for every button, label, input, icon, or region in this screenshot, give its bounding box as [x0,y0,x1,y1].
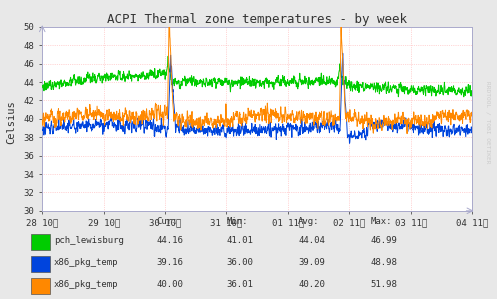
Text: 41.01: 41.01 [226,236,253,245]
Title: ACPI Thermal zone temperatures - by week: ACPI Thermal zone temperatures - by week [107,13,407,26]
Text: 51.98: 51.98 [370,280,397,289]
Bar [31,278,50,294]
Bar [31,256,50,272]
Text: pch_lewisburg: pch_lewisburg [54,236,124,245]
Text: x86_pkg_temp: x86_pkg_temp [54,258,118,267]
Text: Cur:: Cur: [157,217,178,226]
Text: 36.01: 36.01 [226,280,253,289]
Text: 36.00: 36.00 [226,258,253,267]
Text: Celsius: Celsius [6,101,16,144]
Text: 40.00: 40.00 [157,280,183,289]
Text: Max:: Max: [370,217,392,226]
Text: x86_pkg_temp: x86_pkg_temp [54,280,118,289]
Text: Min:: Min: [226,217,248,226]
Text: RRDTOOL / TOBI OETIKER: RRDTOOL / TOBI OETIKER [486,81,491,164]
Text: 48.98: 48.98 [370,258,397,267]
Bar [31,234,50,250]
Text: 44.04: 44.04 [298,236,325,245]
Text: 46.99: 46.99 [370,236,397,245]
Text: Avg:: Avg: [298,217,320,226]
Text: 39.09: 39.09 [298,258,325,267]
Text: 39.16: 39.16 [157,258,183,267]
Text: 40.20: 40.20 [298,280,325,289]
Text: 44.16: 44.16 [157,236,183,245]
